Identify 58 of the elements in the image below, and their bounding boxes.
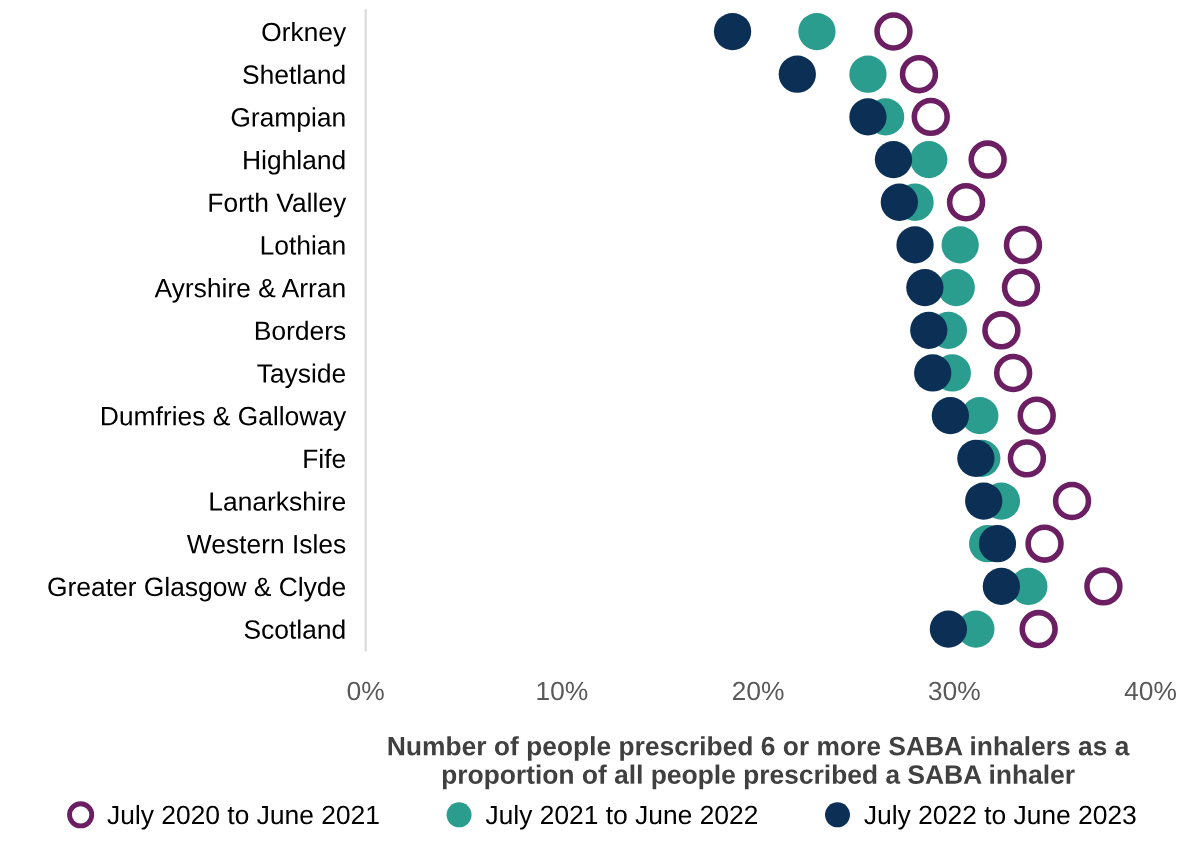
point xyxy=(1052,481,1092,521)
point xyxy=(798,12,836,51)
point xyxy=(929,610,968,648)
y-tick-label: Ayrshire & Arran xyxy=(154,278,345,303)
point xyxy=(849,55,887,93)
point xyxy=(993,353,1033,393)
x-axis-title: Number of people prescribed 6 or more SABA inhalers as a proportion of all people prescribed a SABA inhaler xyxy=(388,736,1130,790)
y-tick-label: Tayside xyxy=(257,363,346,389)
point xyxy=(1017,396,1056,435)
legend-label: July 2021 to June 2022 xyxy=(485,804,758,830)
point xyxy=(914,354,952,392)
x-tick-label: 40% xyxy=(1124,681,1176,701)
point xyxy=(896,226,934,264)
y-tick-label: Lanarkshire xyxy=(210,491,346,511)
point xyxy=(911,97,950,137)
point xyxy=(874,12,913,51)
point xyxy=(849,98,887,136)
legend-label: July 2022 to June 2023 xyxy=(864,804,1136,830)
point xyxy=(946,183,986,222)
point xyxy=(1019,609,1058,649)
x-tick-label: 10% xyxy=(537,681,588,701)
point xyxy=(1007,439,1047,478)
point xyxy=(982,567,1021,606)
y-tick-label: Western Isles xyxy=(186,534,346,554)
y-tick-label: Greater Glasgow & Clyde xyxy=(48,576,346,602)
point xyxy=(982,311,1021,350)
point xyxy=(899,54,939,94)
point xyxy=(874,140,913,179)
point xyxy=(968,140,1007,179)
x-tick-label: 0% xyxy=(347,681,384,701)
point xyxy=(778,55,816,93)
point xyxy=(965,482,1003,520)
point xyxy=(910,311,948,349)
point xyxy=(1084,567,1123,606)
legend-label: July 2020 to June 2021 xyxy=(107,804,379,830)
point xyxy=(906,268,944,307)
y-tick-label: Scotland xyxy=(244,619,345,639)
y-tick-label: Forth Valley xyxy=(209,192,347,218)
point xyxy=(931,397,969,435)
point xyxy=(880,183,918,221)
y-tick-label: Dumfries & Galloway xyxy=(102,406,347,431)
y-tick-label: Borders xyxy=(255,320,346,341)
point xyxy=(941,226,979,264)
point xyxy=(1025,524,1064,563)
point xyxy=(713,12,752,51)
point xyxy=(957,439,995,477)
y-tick-label: Highland xyxy=(244,150,345,175)
y-tick-label: Lothian xyxy=(261,235,345,255)
x-tick-label: 30% xyxy=(928,681,980,701)
y-tick-label: Fife xyxy=(304,448,346,469)
point xyxy=(910,140,948,179)
y-tick-label: Orkney xyxy=(262,21,347,47)
point xyxy=(978,525,1017,563)
point xyxy=(1003,225,1043,265)
y-tick-label: Shetland xyxy=(243,64,345,85)
x-tick-label: 20% xyxy=(732,681,784,701)
point xyxy=(1001,268,1041,307)
y-tick-label: Grampian xyxy=(231,107,345,132)
